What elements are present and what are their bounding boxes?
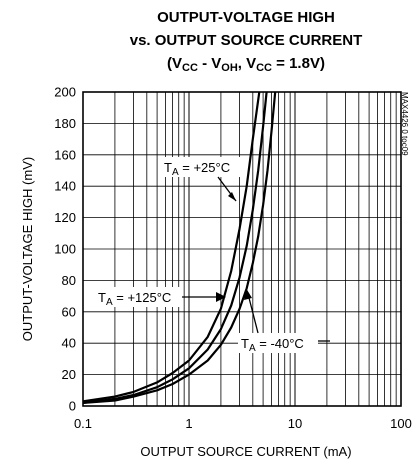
title-line-1: OUTPUT-VOLTAGE HIGH (157, 9, 335, 26)
y-tick-label: 140 (54, 179, 76, 194)
y-tick-label: 40 (62, 336, 76, 351)
y-tick-label: 20 (62, 367, 76, 382)
y-tick-label: 60 (62, 304, 76, 319)
svg-text:TA = +25°C: TA = +25°C (164, 160, 230, 178)
annotation-ta-40: TA = -40°C (238, 288, 330, 354)
annotation-ta-25: TA = +25°C (160, 157, 244, 202)
chart-title: OUTPUT-VOLTAGE HIGH vs. OUTPUT SOURCE CU… (130, 9, 363, 74)
y-tick-label: 100 (54, 242, 76, 257)
annotations: TA = +25°C TA = +125°C TA = -40°C (96, 157, 330, 354)
figure-code: MAX4426 0 toc09 (400, 92, 409, 156)
y-axis-label: OUTPUT-VOLTAGE HIGH (mV) (20, 157, 35, 341)
x-tick-label: 0.1 (74, 416, 92, 431)
x-tick-label: 100 (390, 416, 412, 431)
title-line-3: (VCC - VOH, VCC = 1.8V) (167, 55, 325, 74)
y-axis-ticks: 0 20 40 60 80 100 120 140 160 180 200 (54, 85, 76, 414)
y-tick-label: 160 (54, 147, 76, 162)
series-curves (82, 91, 277, 404)
x-axis-label: OUTPUT SOURCE CURRENT (mA) (140, 444, 351, 459)
annotation-ta-125: TA = +125°C (96, 287, 226, 308)
series-line-1 (82, 91, 268, 404)
plot-frame (82, 91, 402, 407)
x-axis-ticks: 0.1 1 10 100 (74, 416, 412, 431)
y-tick-label: 180 (54, 116, 76, 131)
svg-text:TA = -40°C: TA = -40°C (241, 336, 304, 354)
grid (83, 91, 401, 407)
x-tick-label: 1 (185, 416, 192, 431)
title-line-2: vs. OUTPUT SOURCE CURRENT (130, 32, 363, 49)
y-tick-label: 120 (54, 210, 76, 225)
svg-text:TA = +125°C: TA = +125°C (98, 290, 171, 308)
series-line-0 (82, 91, 261, 403)
y-tick-label: 80 (62, 273, 76, 288)
series-line-2 (82, 91, 277, 404)
x-tick-label: 10 (288, 416, 302, 431)
y-tick-label: 0 (69, 399, 76, 414)
y-tick-label: 200 (54, 85, 76, 100)
